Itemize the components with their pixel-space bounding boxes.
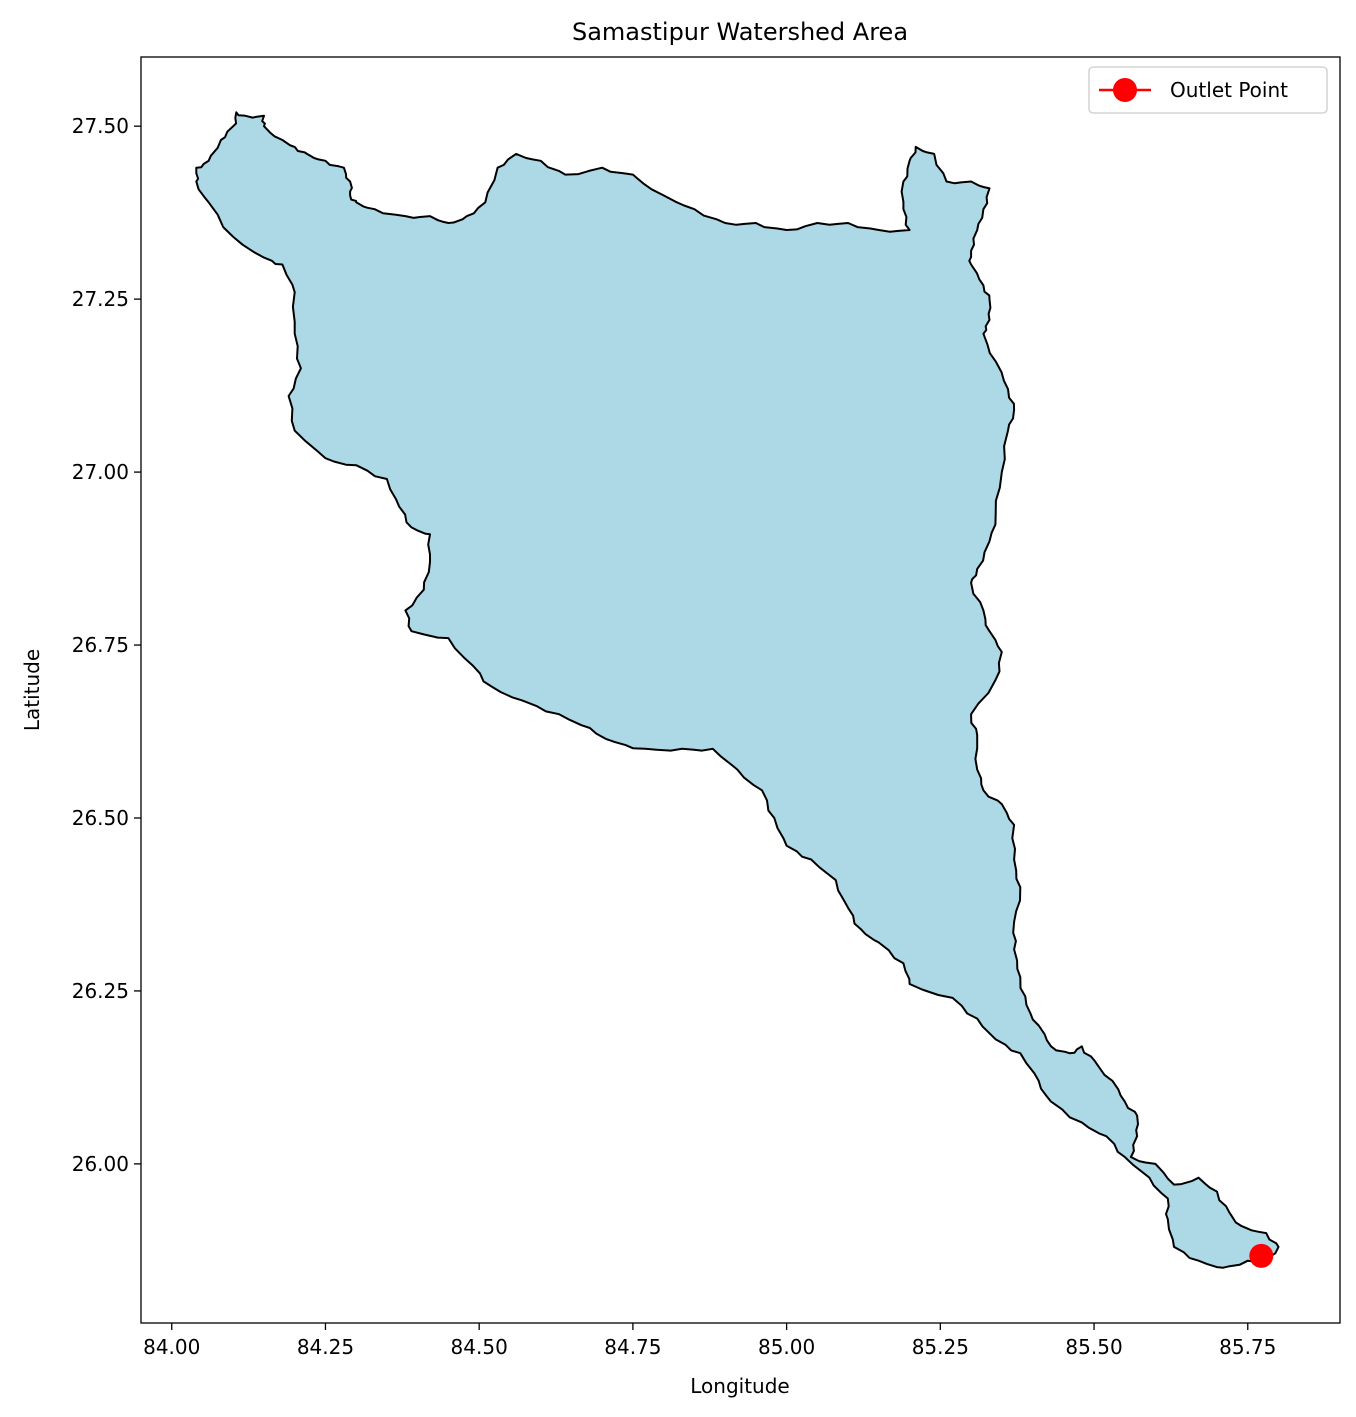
chart-title: Samastipur Watershed Area <box>572 18 908 46</box>
x-tick-label: 84.75 <box>604 1335 661 1359</box>
x-tick-label: 85.50 <box>1065 1335 1122 1359</box>
y-axis: 26.00 26.25 26.50 26.75 27.00 27.25 27.50 <box>72 114 141 1176</box>
y-tick-label: 27.50 <box>72 114 129 138</box>
plot-frame <box>140 56 1341 1324</box>
y-tick-label: 26.75 <box>72 633 129 657</box>
legend-frame <box>1088 66 1328 114</box>
x-axis: 84.00 84.25 84.50 84.75 85.00 85.25 85.50 85.75 <box>143 1323 1276 1359</box>
x-tick-label: 84.25 <box>297 1335 354 1359</box>
x-tick-label: 85.00 <box>758 1335 815 1359</box>
y-axis-label: Latitude <box>20 649 44 731</box>
y-tick-label: 27.25 <box>72 287 129 311</box>
x-tick-label: 85.25 <box>912 1335 969 1359</box>
y-tick-label: 26.00 <box>72 1152 129 1176</box>
legend-label: Outlet Point <box>1170 78 1288 102</box>
watershed-polygon <box>195 111 1280 1269</box>
x-tick-label: 84.50 <box>451 1335 508 1359</box>
outlet-point-marker <box>1249 1243 1274 1268</box>
legend: Outlet Point <box>1088 66 1328 114</box>
y-tick-label: 27.00 <box>72 460 129 484</box>
x-tick-label: 84.00 <box>143 1335 200 1359</box>
y-tick-label: 26.25 <box>72 979 129 1003</box>
x-tick-label: 85.75 <box>1219 1335 1276 1359</box>
plot-area <box>195 111 1280 1269</box>
y-tick-label: 26.50 <box>72 806 129 830</box>
x-axis-label: Longitude <box>690 1374 789 1398</box>
legend-marker <box>1113 78 1137 102</box>
